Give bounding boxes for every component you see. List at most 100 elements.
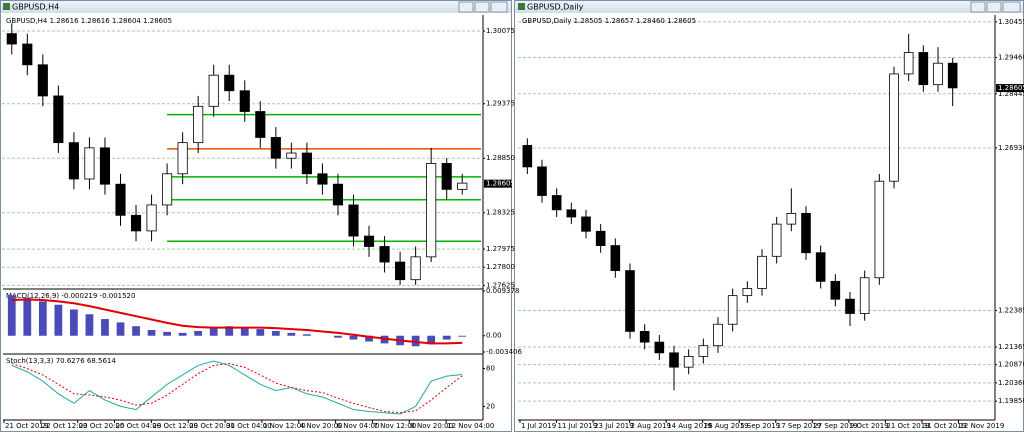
candle-body <box>363 235 375 247</box>
candle-body <box>177 142 188 175</box>
candle-body <box>22 43 33 66</box>
x-tick-label: 12 Nov 2019 <box>959 422 1004 430</box>
candle-body <box>757 255 767 289</box>
minimize-button[interactable] <box>458 1 474 13</box>
candle-body <box>654 341 665 354</box>
macd-bar <box>442 335 451 340</box>
maximize-button[interactable] <box>986 1 1002 13</box>
candle-body <box>130 214 142 232</box>
candle-body <box>698 345 709 357</box>
candle-body <box>115 183 126 216</box>
minimize-button[interactable] <box>970 1 986 13</box>
candle-body <box>457 182 468 190</box>
candle-body <box>162 173 173 206</box>
candle-body <box>625 270 635 332</box>
macd-bar <box>287 332 296 336</box>
macd-bar <box>427 335 436 345</box>
macd-bar <box>349 335 358 340</box>
window-title: GBPUSD,H4 <box>12 3 59 12</box>
x-tick-label: 6 Nov 04:00 <box>337 422 380 430</box>
macd-bar <box>256 329 265 336</box>
y-tick-label: 1.29460 <box>998 53 1024 61</box>
x-tick-label: 14 Aug 2019 <box>667 422 712 430</box>
stoch-line <box>11 360 463 415</box>
macd-bar <box>132 326 140 336</box>
window-icon <box>3 3 10 10</box>
candle-body <box>348 204 359 237</box>
window-icon <box>518 3 525 10</box>
macd-bar <box>147 330 156 336</box>
candle-body <box>727 295 738 325</box>
macd-bar <box>70 309 78 336</box>
x-tick-label: 11 Jul 2019 <box>558 422 598 430</box>
candle-body <box>581 216 591 232</box>
candle-body <box>845 298 855 314</box>
macd-bar <box>116 322 125 336</box>
candle-body <box>522 145 533 168</box>
candle-body <box>639 330 650 343</box>
y-tick-label: 1.27800 <box>486 263 515 271</box>
candle-body <box>859 277 870 314</box>
candle-body <box>53 95 64 144</box>
candle-body <box>889 73 899 182</box>
x-tick-label: 8 Nov 20:00 <box>410 422 453 430</box>
macd-signal <box>11 298 463 345</box>
last-price-label: 1.28605 <box>486 180 515 188</box>
x-tick-label: 2 Aug 2019 <box>631 422 671 430</box>
y-tick-label: 0.00 <box>486 332 502 340</box>
macd-bar <box>163 331 171 336</box>
last-price-label: 1.28605 <box>998 84 1024 92</box>
macd-bar <box>240 327 249 336</box>
y-tick-label: 1.28325 <box>486 209 515 217</box>
candle-body <box>713 323 723 347</box>
candle-body <box>537 166 547 196</box>
candle-body <box>786 212 797 225</box>
y-tick-label: 80 <box>486 365 495 373</box>
x-tick-label: 31 Oct 2019 <box>923 422 966 430</box>
macd-bar <box>178 332 187 336</box>
x-tick-label: 7 Nov 12:00 <box>373 422 416 430</box>
candle-body <box>771 223 782 257</box>
macd-bar <box>101 319 109 336</box>
close-button[interactable] <box>490 1 508 13</box>
candle-body <box>918 52 929 86</box>
candle-body <box>146 204 157 232</box>
x-tick-label: 5 Sep 2019 <box>740 422 780 430</box>
last-price-box <box>484 179 512 188</box>
macd-bar <box>458 335 467 337</box>
candle-body <box>84 147 95 180</box>
y-tick-label: 1.29375 <box>486 100 515 108</box>
macd-bar <box>271 330 280 336</box>
candle-body <box>669 352 679 368</box>
y-tick-label: 1.22385 <box>998 306 1024 314</box>
x-tick-label: 17 Sep 2019 <box>777 422 821 430</box>
y-tick-label: 1.26930 <box>998 144 1024 152</box>
last-price-box <box>996 84 1024 93</box>
x-tick-label: 1 Nov 12:00 <box>263 422 306 430</box>
macd-bar <box>7 295 16 336</box>
x-tick-label: 12 Nov 04:00 <box>447 422 494 430</box>
candle-body <box>610 245 621 272</box>
macd-bar <box>225 326 234 336</box>
x-tick-label: 29 Oct 20:00 <box>189 422 235 430</box>
candle-body <box>379 246 390 263</box>
title-bar[interactable] <box>1 1 511 13</box>
y-tick-label: 1.30455 <box>998 18 1024 26</box>
maximize-button[interactable] <box>474 1 490 13</box>
y-tick-label: 1.30075 <box>486 27 515 35</box>
x-tick-label: 22 Oct 12:00 <box>42 422 88 430</box>
chart-info: Stoch(13,3,3) 70.6276 68.5614 <box>6 357 116 365</box>
candle-body <box>6 33 17 45</box>
x-tick-label: 28 Oct 12:00 <box>152 422 198 430</box>
y-tick-label: 1.27975 <box>486 245 515 253</box>
candle-body <box>933 62 943 86</box>
title-bar[interactable] <box>515 1 1023 13</box>
y-tick-label: 0.009378 <box>486 287 519 295</box>
macd-bar <box>303 334 311 336</box>
stoch-line <box>11 363 463 414</box>
close-button[interactable] <box>1002 1 1021 13</box>
y-tick-label: 1.20360 <box>998 379 1024 387</box>
candle-body <box>947 62 958 89</box>
chart-info: GBPUSD,H4 1.28616 1.28616 1.28604 1.2860… <box>6 17 172 25</box>
